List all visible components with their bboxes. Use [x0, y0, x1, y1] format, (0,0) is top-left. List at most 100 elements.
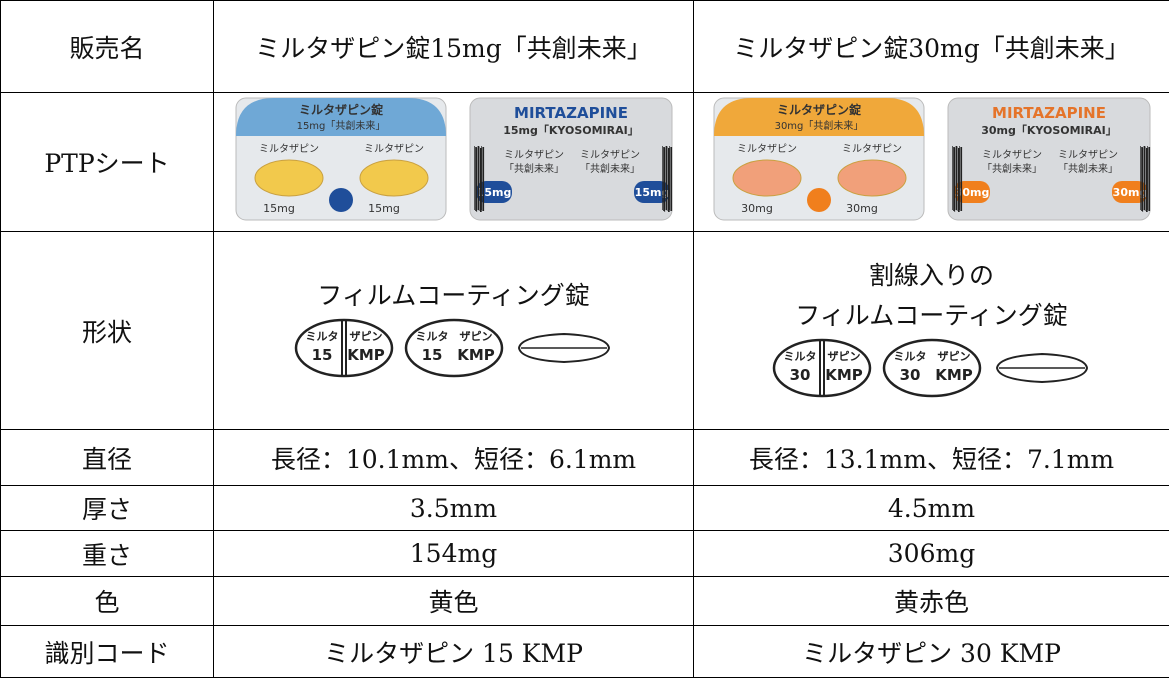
back-name: MIRTAZAPINE	[514, 104, 628, 122]
shape-caption: フィルムコーティング錠	[317, 280, 590, 310]
barcode	[477, 146, 479, 210]
barcode	[953, 148, 955, 212]
back-label: 「共創未来」	[504, 163, 564, 175]
back-label: 「共創未来」	[1058, 163, 1118, 175]
table-cell: ミルタザピン錠 15mg「共創未来」 ミルタザピン 15mg ミルタザピン 15mg MIR…	[213, 92, 694, 232]
imprint: ザピン	[827, 350, 860, 363]
table-cell: フィルムコーティング錠 ミルタ 15 ザピン KMP ミルタ 15 ザピン KMP	[213, 231, 694, 430]
table-row: PTPシート ミルタザピン錠 15mg「共創未来」 ミルタザピン 15mg ミルタザピン 1…	[0, 92, 1169, 232]
table-cell: 154mg	[213, 530, 694, 577]
table-cell: 長径：10.1mm、短径：6.1mm	[213, 429, 694, 486]
barcode	[955, 146, 957, 210]
back-dose-badge	[633, 181, 670, 203]
dose-badge	[806, 188, 831, 212]
table-cell: 4.5mm	[693, 485, 1169, 531]
tablet-outline	[404, 318, 503, 377]
front-name: ミルタザピン錠	[298, 102, 382, 117]
tablet	[254, 159, 323, 197]
row-header: 色	[0, 576, 214, 626]
table-cell: 3.5mm	[213, 485, 694, 531]
imprint: KMP	[347, 346, 385, 364]
barcode	[667, 148, 670, 212]
barcode	[1140, 147, 1143, 211]
table-cell: 割線入りの フィルムコーティング錠 ミルタ 30 ザピン KMP ミルタ 30 ザピン KMP	[693, 231, 1169, 430]
table-cell: ミルタザピン錠 30mg「共創未来」 ミルタザピン 30mg ミルタザピン 30mg MIR…	[693, 92, 1169, 232]
table-row: 直径 長径：10.1mm、短径：6.1mm 長径：13.1mm、短径：7.1mm	[0, 429, 1169, 486]
shape-caption: 割線入りの	[868, 260, 994, 290]
barcode	[666, 147, 667, 211]
table-cell: 黄赤色	[693, 576, 1169, 626]
barcode	[958, 146, 960, 210]
imprint: 30	[789, 366, 810, 384]
row-header: 直径	[0, 429, 214, 486]
back-blister-label: ミルタザピン	[580, 149, 640, 161]
table-row: 販売名 ミルタザピン錠15mg「共創未来」 ミルタザピン錠30mg「共創未来」	[0, 0, 1169, 93]
back-name: MIRTAZAPINE	[992, 104, 1106, 122]
tablet	[359, 159, 428, 197]
table-cell: ミルタザピン 30 KMP	[693, 625, 1169, 678]
table-cell: ミルタザピン 15 KMP	[213, 625, 694, 678]
imprint: KMP	[457, 346, 495, 364]
blister-label: ミルタザピン	[737, 143, 797, 155]
barcode	[665, 146, 667, 210]
front-strength: 15mg「共創未来」	[296, 120, 385, 132]
row-header: PTPシート	[0, 92, 214, 232]
back-blister-label: ミルタザピン	[1058, 149, 1118, 161]
front-name: ミルタザピン錠	[776, 102, 860, 117]
blister-dose: 30mg	[846, 202, 878, 215]
back-dose: 15mg	[476, 186, 511, 199]
table-cell: 黄色	[213, 576, 694, 626]
blister-label: ミルタザピン	[259, 143, 319, 155]
barcode	[952, 147, 955, 211]
table-row: 重さ 154mg 306mg	[0, 530, 1169, 577]
back-dose: 30mg	[954, 186, 989, 199]
tablet-outline	[772, 338, 871, 397]
table-cell: 306mg	[693, 530, 1169, 577]
row-header: 販売名	[0, 0, 214, 93]
row-header: 重さ	[0, 530, 214, 577]
barcode	[474, 147, 477, 211]
barcode	[956, 147, 957, 211]
barcode	[661, 146, 663, 210]
dose-badge	[328, 188, 353, 212]
table-cell: ミルタザピン錠30mg「共創未来」	[693, 0, 1169, 93]
blister-label: ミルタザピン	[842, 143, 902, 155]
shape-caption: フィルムコーティング錠	[795, 300, 1068, 330]
back-dose: 15mg	[634, 186, 669, 199]
barcode	[478, 147, 479, 211]
barcode	[1139, 146, 1141, 210]
row-header: 識別コード	[0, 625, 214, 678]
tablet-outline	[882, 338, 981, 397]
table-cell: ミルタザピン錠15mg「共創未来」	[213, 0, 694, 93]
blister-dose: 15mg	[368, 202, 400, 215]
barcode	[481, 147, 484, 211]
tablet	[837, 159, 906, 197]
back-blister-label: ミルタザピン	[982, 149, 1042, 161]
back-dose-badge	[475, 181, 512, 203]
tablet-drawings: ミルタ 15 ザピン KMP ミルタ 15 ザピン KMP	[294, 318, 610, 377]
barcode	[1145, 148, 1148, 212]
blister-label: ミルタザピン	[364, 143, 424, 155]
barcode	[957, 148, 960, 212]
blister-dose: 15mg	[263, 202, 295, 215]
back-dose: 30mg	[1112, 186, 1147, 199]
barcode	[1144, 147, 1145, 211]
barcode	[473, 146, 475, 210]
barcode	[662, 147, 665, 211]
imprint: ザピン	[459, 330, 492, 343]
imprint: KMP	[825, 366, 863, 384]
imprint: 15	[421, 346, 442, 364]
imprint: ザピン	[349, 330, 382, 343]
barcode	[663, 148, 665, 212]
sheet-band	[713, 98, 924, 136]
table-cell: 長径：13.1mm、短径：7.1mm	[693, 429, 1169, 486]
imprint: 30	[899, 366, 920, 384]
front-strength: 30mg「共創未来」	[774, 120, 863, 132]
blister-dose: 30mg	[741, 202, 773, 215]
imprint: ミルタ	[783, 350, 816, 363]
tablet-outline	[294, 318, 393, 377]
ptp-sheet-image: ミルタザピン錠30mg「共創未来」ミルタザピン30mgミルタザピン30mgMIR…	[713, 97, 1150, 221]
barcode	[959, 147, 962, 211]
